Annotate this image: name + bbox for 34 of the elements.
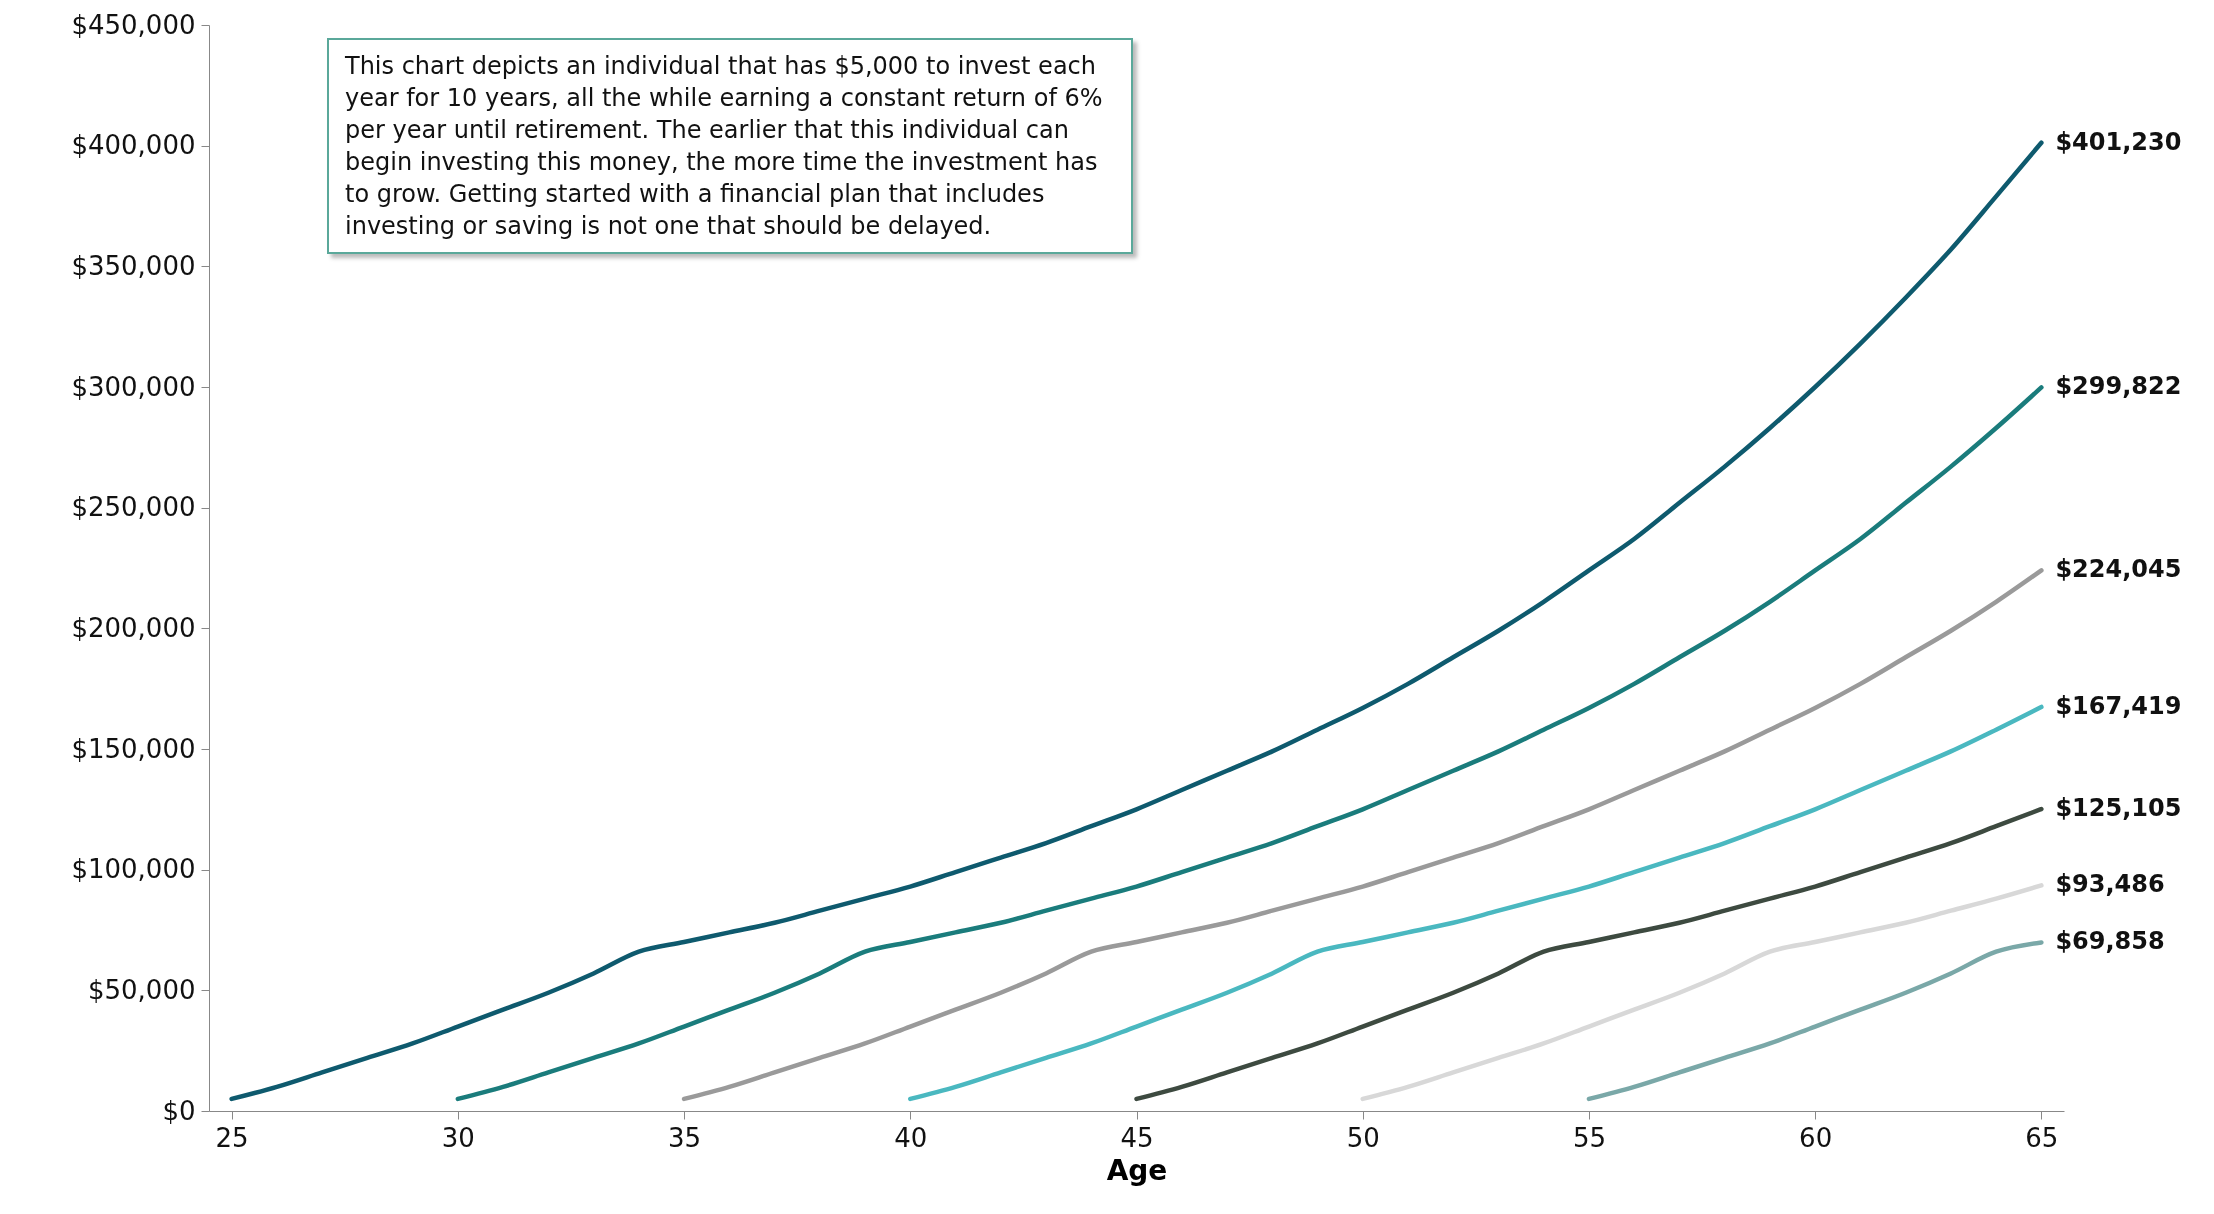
y-tick-label: $250,000 — [71, 492, 196, 523]
data-label: $93,486 — [2055, 870, 2165, 899]
data-label: $167,419 — [2055, 691, 2182, 720]
data-label: $125,105 — [2055, 794, 2182, 823]
y-tick-label: $150,000 — [71, 733, 196, 764]
x-tick-label: 40 — [894, 1122, 928, 1153]
x-tick-label: 45 — [1120, 1122, 1154, 1153]
line-series — [1586, 940, 2044, 1102]
x-tick-label: 55 — [1572, 1122, 1606, 1153]
x-tick-label: 25 — [215, 1122, 249, 1153]
line-series — [681, 568, 2044, 1102]
line-series — [1134, 806, 2044, 1102]
x-tick-label: 65 — [2025, 1122, 2059, 1153]
line-series — [455, 385, 2044, 1102]
y-tick-label: $50,000 — [87, 974, 196, 1005]
x-tick-label: 50 — [1346, 1122, 1380, 1153]
line-series — [1360, 883, 2044, 1102]
annotation: This chart depicts an individual that has $5,000 to invest each year for 10 years, all the while earning a constant return of 6% per year until retirement. The earlier that this individual can begin investing this money, the more time the investment has to grow. Getting started with a financial plan that includes investing or saving is not one that should be delayed. — [327, 38, 1133, 254]
y-tick-label: $400,000 — [71, 130, 196, 161]
y-tick-label: $300,000 — [71, 371, 196, 402]
x-tick-label: 30 — [441, 1122, 475, 1153]
y-tick-label: $350,000 — [71, 250, 196, 281]
x-tick-label: 60 — [1799, 1122, 1833, 1153]
y-tick-label: $100,000 — [71, 854, 196, 885]
y-tick-label: $200,000 — [71, 612, 196, 643]
line-series — [908, 704, 2044, 1102]
data-label: $224,045 — [2055, 555, 2182, 584]
y-tick-label: $450,000 — [71, 9, 196, 40]
data-label: $299,822 — [2055, 372, 2182, 401]
x-tick-label: 35 — [668, 1122, 702, 1153]
data-label: $69,858 — [2055, 927, 2165, 956]
y-tick-label: $0 — [162, 1095, 196, 1126]
data-label: $401,230 — [2055, 127, 2182, 156]
x-axis-title: Age — [1106, 1153, 1168, 1187]
